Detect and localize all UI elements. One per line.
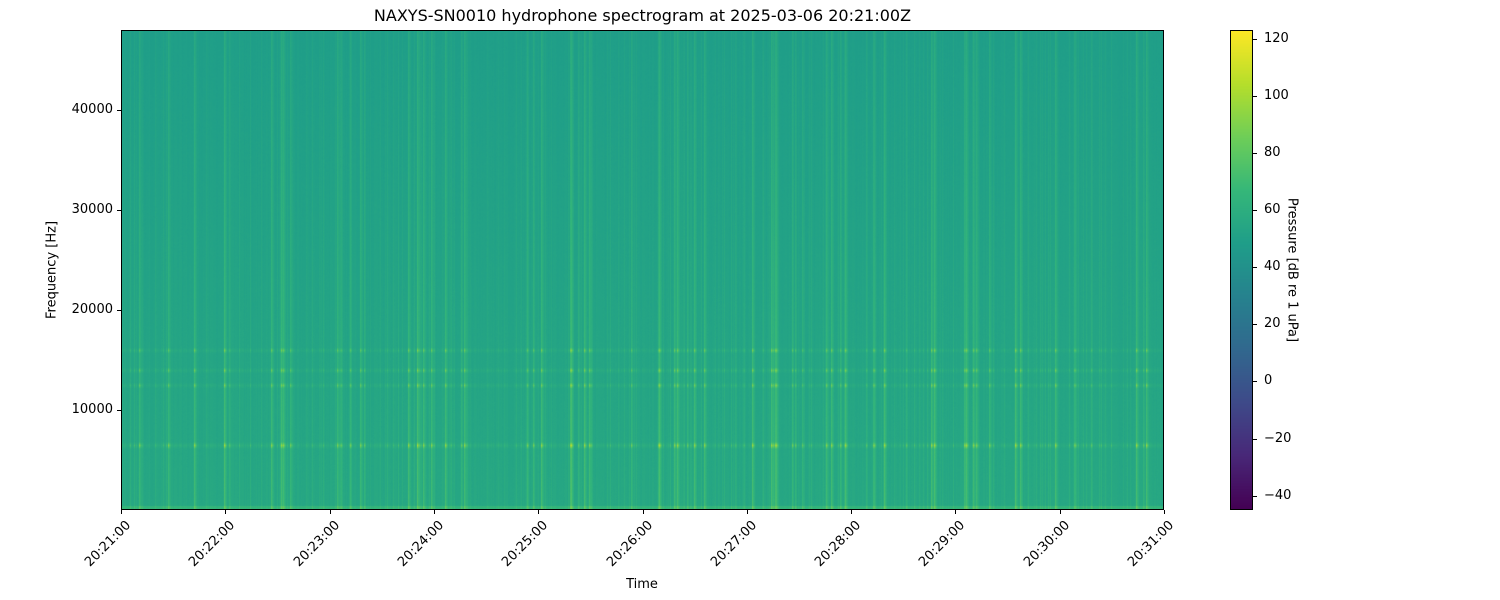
spectrogram-image <box>121 30 1164 510</box>
colorbar-tick-label: 100 <box>1264 87 1289 103</box>
colorbar-tick-label: 60 <box>1264 202 1281 217</box>
y-tick-label: 10000 <box>71 402 113 417</box>
x-tick-label: 20:31:00 <box>1125 518 1177 570</box>
y-axis-label: Frequency [Hz] <box>44 220 60 320</box>
y-tick-mark <box>117 310 121 311</box>
x-tick-mark <box>329 510 331 514</box>
x-tick-mark <box>746 510 748 514</box>
x-tick-label: 20:30:00 <box>1020 518 1073 570</box>
colorbar-tick-mark <box>1253 324 1257 326</box>
colorbar-tick-mark <box>1253 438 1257 440</box>
colorbar-tick-label: −40 <box>1264 487 1292 503</box>
colorbar-tick-mark <box>1253 210 1257 211</box>
y-tick-mark <box>117 410 121 411</box>
colorbar-tick-mark <box>1253 381 1257 383</box>
x-tick-label: 20:25:00 <box>499 518 552 570</box>
x-tick-mark <box>642 510 644 514</box>
x-tick-mark <box>121 510 122 514</box>
colorbar-tick-mark <box>1253 95 1257 97</box>
colorbar-tick-label: 0 <box>1264 373 1273 389</box>
x-tick-mark <box>538 510 540 514</box>
colorbar-tick-label: 120 <box>1264 30 1289 46</box>
y-tick-label: 20000 <box>71 302 113 317</box>
y-tick-mark <box>117 210 121 211</box>
x-axis-label: Time <box>626 577 658 592</box>
x-tick-label: 20:29:00 <box>916 518 969 570</box>
colorbar-tick-label: 80 <box>1264 144 1281 160</box>
x-tick-mark <box>433 510 435 514</box>
colorbar-tick-mark <box>1253 267 1257 269</box>
y-tick-label: 30000 <box>71 202 113 217</box>
x-tick-mark <box>851 510 853 514</box>
x-tick-label: 20:21:00 <box>82 518 134 570</box>
x-tick-label: 20:22:00 <box>186 518 239 570</box>
chart-title: NAXYS-SN0010 hydrophone spectrogram at 2… <box>373 6 912 25</box>
colorbar-label: Pressure [dB re 1 uPa] <box>1284 197 1300 343</box>
x-tick-mark <box>1059 510 1061 514</box>
colorbar-tick-mark <box>1253 152 1257 154</box>
y-tick-mark <box>117 110 121 111</box>
x-tick-label: 20:27:00 <box>707 518 760 570</box>
colorbar <box>1230 30 1253 510</box>
colorbar-tick-label: −20 <box>1264 430 1292 446</box>
colorbar-tick-label: 20 <box>1264 316 1281 332</box>
x-tick-label: 20:28:00 <box>812 518 865 570</box>
x-tick-label: 20:24:00 <box>394 518 447 570</box>
x-tick-label: 20:23:00 <box>290 518 343 570</box>
x-tick-mark <box>1164 510 1165 514</box>
colorbar-tick-mark <box>1253 495 1257 497</box>
x-tick-mark <box>955 510 957 514</box>
colorbar-tick-label: 40 <box>1264 259 1281 275</box>
plot-area <box>121 30 1164 510</box>
x-tick-label: 20:26:00 <box>603 518 656 570</box>
x-tick-mark <box>225 510 227 514</box>
colorbar-tick-mark <box>1253 38 1257 40</box>
y-tick-label: 40000 <box>71 102 113 117</box>
